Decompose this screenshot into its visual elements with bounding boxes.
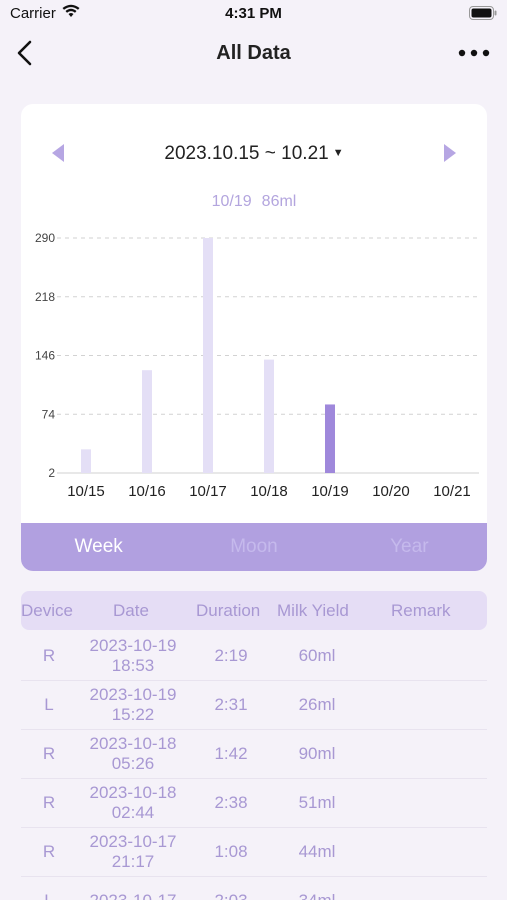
- table-row[interactable]: L 2023-10-17 2:03 34ml: [21, 877, 487, 900]
- x-tick-label: 10/15: [67, 483, 105, 500]
- header-remark: Remark: [391, 601, 451, 620]
- table-row[interactable]: R 2023-10-18 02:44 2:38 51ml: [21, 779, 487, 828]
- cell-device: R: [42, 744, 56, 763]
- cell-remark: [361, 730, 487, 778]
- bar[interactable]: [81, 449, 91, 473]
- cell-duration: 2:19: [214, 646, 248, 665]
- cell-date-day: 2023-10-17: [89, 832, 177, 851]
- x-tick-label: 10/17: [189, 483, 227, 500]
- cell-date-day: 2023-10-19: [89, 636, 177, 655]
- cell-milk-yield: 44ml: [298, 842, 336, 861]
- header-date: Date: [113, 601, 149, 620]
- period-tabs: Week Moon Year: [21, 523, 487, 571]
- records-table-header: Device Date Duration Milk Yield Remark: [21, 591, 487, 630]
- clock: 4:31 PM: [225, 5, 282, 22]
- y-tick-label: 2: [48, 466, 55, 480]
- cell-remark: [361, 632, 487, 680]
- y-tick-label: 218: [35, 290, 55, 304]
- cell-date-day: 2023-10-19: [89, 685, 177, 704]
- date-range-dropdown[interactable]: 2023.10.15 ~ 10.21 ▼: [21, 143, 487, 165]
- next-week-arrow-icon[interactable]: [443, 143, 457, 168]
- cell-remark: [361, 877, 487, 900]
- more-options-icon[interactable]: [457, 46, 491, 60]
- status-bar: Carrier 4:31 PM: [0, 0, 507, 28]
- cell-remark: [361, 681, 487, 729]
- selected-bar-readout: 10/19 86ml: [21, 193, 487, 211]
- milk-yield-bar-chart: 2 74 146 218 290 10/15 10/16 10/17 10/18 10/19 10/…: [35, 231, 479, 500]
- cell-device: R: [42, 842, 56, 861]
- cell-device: L: [44, 695, 54, 714]
- table-row[interactable]: R 2023-10-19 18:53 2:19 60ml: [21, 632, 487, 681]
- selected-date: 10/19: [211, 193, 252, 210]
- cell-date-time: 15:22: [111, 705, 155, 724]
- y-tick-label: 74: [42, 407, 56, 421]
- bar[interactable]: [142, 370, 152, 473]
- previous-week-arrow-icon[interactable]: [51, 143, 65, 168]
- cell-milk-yield: 90ml: [298, 744, 336, 763]
- cell-date: 2023-10-19 18:53: [77, 632, 189, 680]
- header-device: Device: [21, 601, 73, 620]
- date-range-label: 2023.10.15 ~ 10.21: [164, 143, 329, 164]
- battery-icon: [469, 6, 497, 24]
- cell-date-time: 18:53: [111, 656, 155, 675]
- cell-device: L: [21, 877, 77, 900]
- bar[interactable]: [264, 359, 274, 473]
- cell-milk-yield: 34ml: [273, 877, 361, 900]
- cell-date-time: 21:17: [111, 852, 155, 871]
- table-row[interactable]: R 2023-10-18 05:26 1:42 90ml: [21, 730, 487, 779]
- cell-milk-yield: 51ml: [298, 793, 336, 812]
- x-tick-label: 10/18: [250, 483, 288, 500]
- bar-selected[interactable]: [325, 404, 335, 473]
- tab-moon[interactable]: Moon: [230, 536, 278, 557]
- cell-date: 2023-10-17: [77, 877, 189, 900]
- table-row[interactable]: R 2023-10-17 21:17 1:08 44ml: [21, 828, 487, 877]
- cell-milk-yield: 26ml: [298, 695, 336, 714]
- cell-date: 2023-10-17 21:17: [77, 828, 189, 876]
- cell-date-time: 05:26: [111, 754, 155, 773]
- tab-week[interactable]: Week: [74, 536, 123, 557]
- header-duration: Duration: [196, 601, 261, 620]
- cell-device: R: [42, 646, 56, 665]
- cell-duration: 2:03: [189, 877, 273, 900]
- x-tick-label: 10/20: [372, 483, 410, 500]
- cell-duration: 2:31: [214, 695, 248, 714]
- cell-duration: 1:42: [214, 744, 248, 763]
- cell-device: R: [42, 793, 56, 812]
- selected-value: 86ml: [261, 193, 297, 210]
- y-tick-label: 290: [35, 231, 55, 245]
- header-milk-yield: Milk Yield: [277, 601, 349, 620]
- x-tick-label: 10/19: [311, 483, 349, 500]
- carrier-label: Carrier: [10, 5, 56, 22]
- cell-date-day: 2023-10-17: [90, 891, 177, 900]
- cell-date: 2023-10-18 05:26: [77, 730, 189, 778]
- table-row[interactable]: L 2023-10-19 15:22 2:31 26ml: [21, 681, 487, 730]
- cell-remark: [361, 779, 487, 827]
- wifi-icon: [62, 4, 80, 22]
- cell-date-day: 2023-10-18: [89, 734, 177, 753]
- cell-date: 2023-10-19 15:22: [77, 681, 189, 729]
- cell-date-day: 2023-10-18: [89, 783, 177, 802]
- cell-date-time: 02:44: [111, 803, 155, 822]
- x-tick-label: 10/21: [433, 483, 471, 500]
- page-title: All Data: [216, 42, 291, 64]
- x-tick-label: 10/16: [128, 483, 166, 500]
- chart-card: 2023.10.15 ~ 10.21 ▼ 10/19 86ml 2 74 146 218 2…: [21, 104, 487, 571]
- y-tick-label: 146: [35, 349, 55, 363]
- cell-milk-yield: 60ml: [298, 646, 336, 665]
- cell-date: 2023-10-18 02:44: [77, 779, 189, 827]
- records-table: R 2023-10-19 18:53 2:19 60ml L 2023-10-19…: [21, 632, 487, 900]
- back-chevron-icon[interactable]: [12, 38, 42, 68]
- caret-down-icon: ▼: [332, 147, 344, 159]
- cell-remark: [361, 828, 487, 876]
- cell-duration: 2:38: [214, 793, 248, 812]
- bar[interactable]: [203, 238, 213, 473]
- cell-duration: 1:08: [214, 842, 248, 861]
- nav-bar: All Data: [0, 28, 507, 78]
- date-range-selector: 2023.10.15 ~ 10.21 ▼: [21, 140, 487, 168]
- tab-year[interactable]: Year: [390, 536, 429, 557]
